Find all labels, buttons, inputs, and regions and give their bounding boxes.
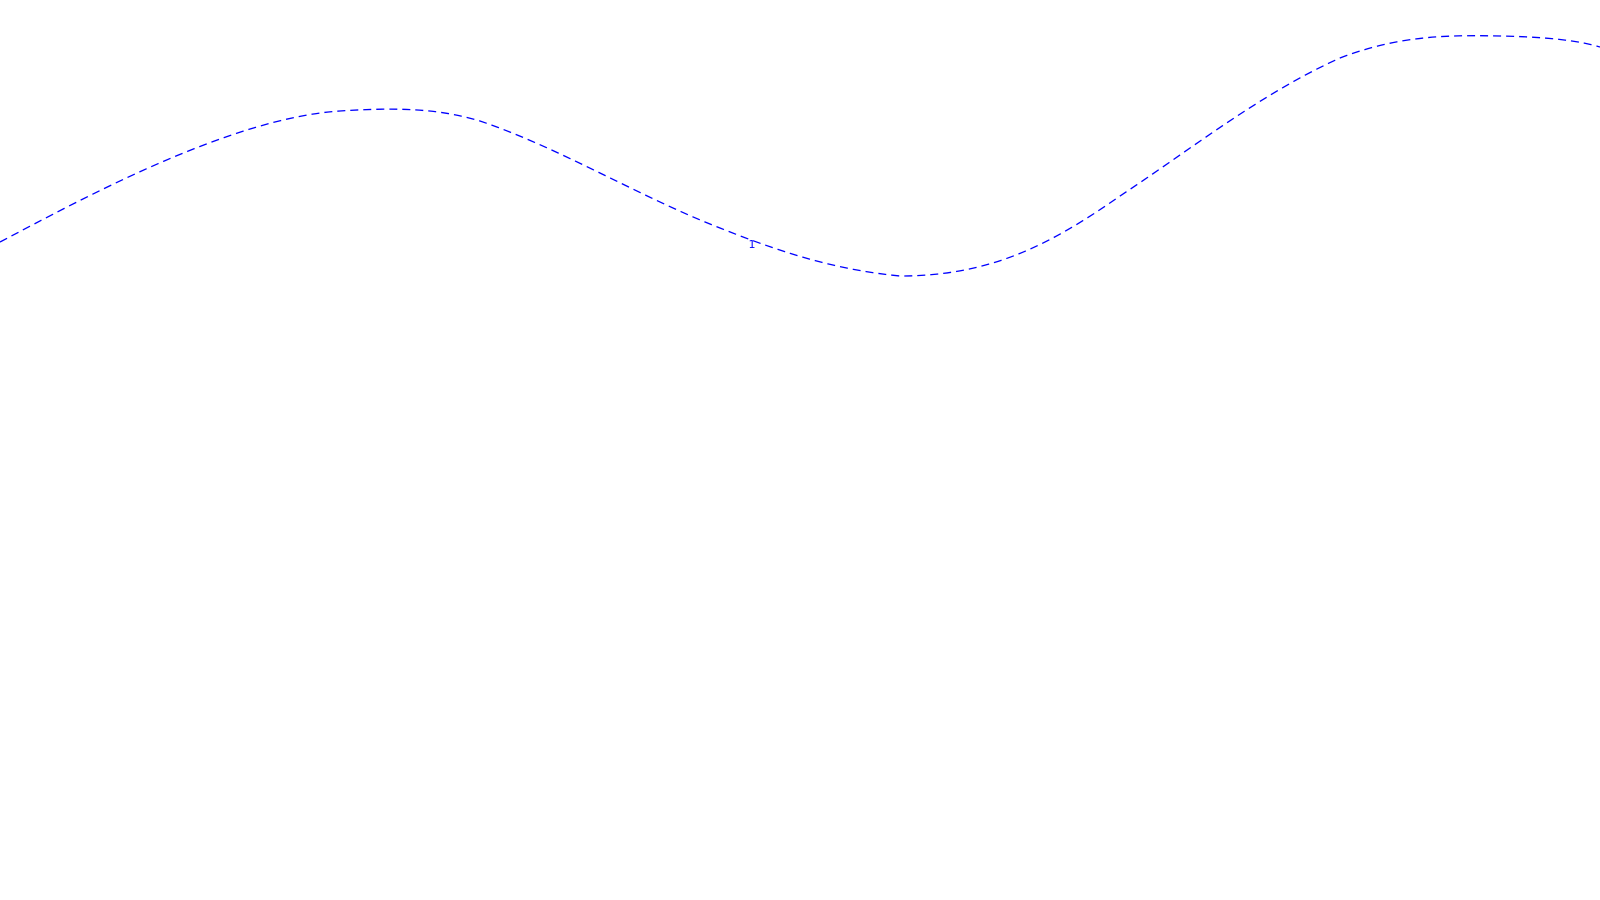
route-marker-label: 1 (749, 238, 756, 251)
dashed-route-line (0, 35, 1600, 277)
